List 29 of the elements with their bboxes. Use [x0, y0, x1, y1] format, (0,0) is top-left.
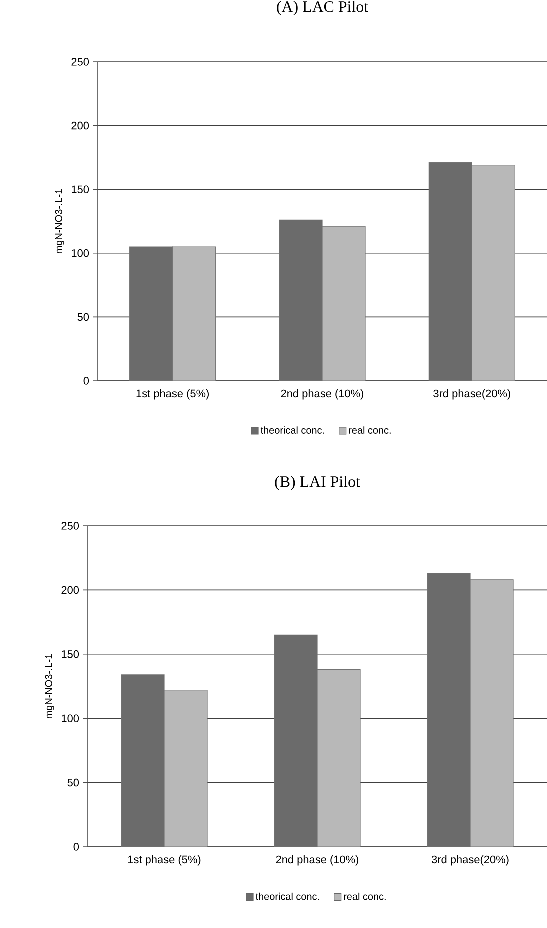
- y-tick-label: 50: [78, 313, 90, 322]
- bar: [164, 690, 208, 847]
- y-tick-label: 200: [62, 586, 80, 594]
- y-tick-label: 200: [72, 122, 90, 130]
- bar: [470, 580, 514, 847]
- x-tick-label: 1st phase (5%): [136, 390, 209, 400]
- x-tick-label: 2nd phase (10%): [281, 390, 364, 400]
- y-axis-title: mgN-NO3-.L-1: [55, 189, 64, 254]
- y-tick-label: 100: [72, 250, 90, 258]
- x-tick-label: 3rd phase(20%): [432, 856, 509, 866]
- legend-label: theorical conc.: [260, 426, 324, 434]
- y-tick-label: 0: [84, 377, 90, 385]
- x-tick-label: 3rd phase(20%): [434, 390, 510, 400]
- y-tick-label: 100: [62, 714, 80, 722]
- legend-label: real conc.: [344, 892, 386, 900]
- chart-title: (B) LAI Pilot: [275, 476, 360, 490]
- y-tick-label: 50: [68, 778, 80, 787]
- y-axis-title: mgN-NO3-.L-1: [45, 654, 54, 719]
- bar: [317, 670, 361, 847]
- chart-title: (A) LAC Pilot: [277, 1, 368, 16]
- y-tick-label: 150: [72, 186, 90, 194]
- y-tick-label: 250: [72, 58, 90, 66]
- x-tick-label: 1st phase (5%): [128, 856, 201, 866]
- y-tick-label: 250: [62, 522, 80, 530]
- legend-label: real conc.: [349, 426, 391, 434]
- y-tick-label: 150: [62, 650, 80, 658]
- legend-label: theorical conc.: [256, 892, 320, 900]
- y-tick-label: 0: [74, 843, 80, 851]
- x-tick-label: 2nd phase (10%): [276, 856, 359, 866]
